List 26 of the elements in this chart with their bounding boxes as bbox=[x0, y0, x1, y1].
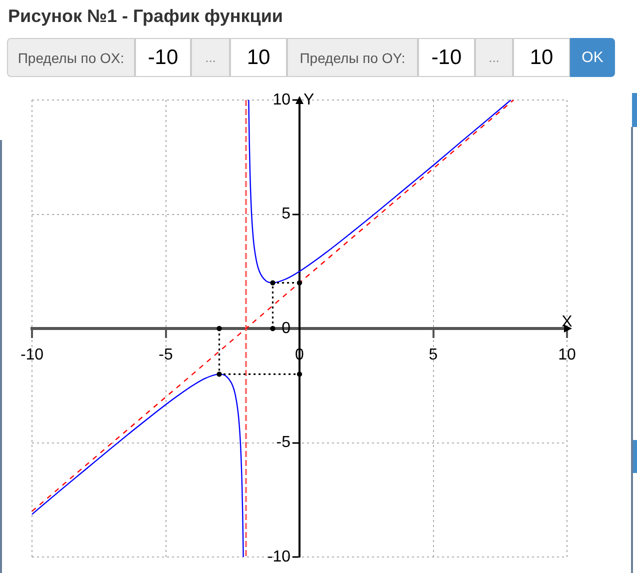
x-axis-title: X bbox=[562, 314, 573, 330]
point bbox=[296, 280, 302, 286]
x-tick-label: 5 bbox=[428, 346, 438, 364]
x-tick-label: -10 bbox=[20, 346, 44, 364]
point bbox=[216, 326, 222, 332]
y-axis-title: Y bbox=[304, 91, 314, 108]
x-tick-label: 10 bbox=[558, 346, 576, 364]
input-field: 10 bbox=[230, 38, 287, 77]
input-field: -10 bbox=[418, 38, 475, 77]
input-field: 10 bbox=[513, 38, 570, 77]
point bbox=[296, 372, 302, 377]
y-tick-label: 10 bbox=[272, 91, 291, 108]
point bbox=[270, 280, 276, 286]
point bbox=[216, 372, 222, 377]
y-tick-label: -10 bbox=[267, 548, 291, 566]
separator-box: ... bbox=[475, 38, 513, 77]
x-tick-label: -5 bbox=[158, 346, 173, 364]
field-label-box: Пределы по ОY: bbox=[287, 38, 418, 77]
point bbox=[270, 326, 276, 332]
input-field: -10 bbox=[135, 38, 191, 77]
y-tick-label: -5 bbox=[276, 434, 291, 452]
chart-title: Рисунок №1 - График функции bbox=[8, 6, 283, 26]
separator-box: ... bbox=[191, 38, 230, 77]
field-label-box: Пределы по ОX: bbox=[7, 38, 135, 77]
y-tick-label: 5 bbox=[282, 206, 291, 223]
button: OK bbox=[570, 38, 615, 77]
